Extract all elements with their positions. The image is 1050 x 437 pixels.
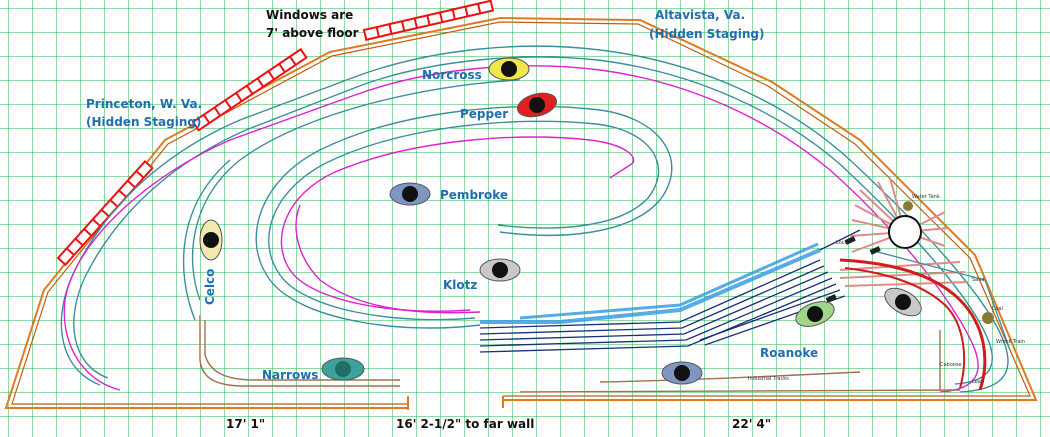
narrows-operator <box>321 357 365 381</box>
operators <box>199 57 922 385</box>
celco-operator <box>199 219 223 261</box>
wreck-train-label: Wreck Train <box>996 339 1025 345</box>
roanoke-right-operator <box>884 287 922 317</box>
pepper-label: Pepper <box>460 107 508 121</box>
pembroke-label: Pembroke <box>440 188 508 202</box>
klotz-label: Klotz <box>443 278 477 292</box>
roanoke-yard-operator <box>795 301 835 327</box>
turntable <box>888 215 922 249</box>
norcross-operator <box>488 57 530 81</box>
engine-terminal <box>825 177 1011 391</box>
industrial-tracks-label: Industrial Tracks <box>748 376 789 382</box>
roanoke-lower-operator <box>661 361 703 385</box>
window-left <box>56 159 154 267</box>
narrows-label: Narrows <box>262 368 318 382</box>
windows-note-line1: Windows are <box>266 8 353 22</box>
windows <box>56 0 495 267</box>
windows-note-line2: 7' above floor <box>266 26 359 40</box>
labels: Windows are 7' above floor Altavista, Va… <box>86 8 1025 431</box>
roanoke-label: Roanoke <box>760 346 818 360</box>
water-tank-label: Water Tank <box>912 194 940 200</box>
window-top <box>362 0 495 41</box>
roanoke-yard <box>479 229 861 353</box>
lead-label: Lead <box>972 379 984 385</box>
norcross-label: Norcross <box>422 68 482 82</box>
pepper-operator <box>516 92 558 118</box>
coal-label: Coal <box>992 306 1003 312</box>
inner-loops <box>182 79 673 329</box>
celco-label: Celco <box>203 269 217 305</box>
water-tank-marker <box>903 201 913 211</box>
dimension-middle: 16' 2-1/2" to far wall <box>396 417 534 431</box>
princeton-label: Princeton, W. Va. <box>86 97 202 111</box>
princeton-sublabel: (Hidden Staging) <box>86 115 201 129</box>
pembroke-operator <box>389 182 431 206</box>
dimension-left: 17' 1" <box>226 417 265 431</box>
altavista-label: Altavista, Va. <box>655 8 745 22</box>
altavista-sublabel: (Hidden Staging) <box>649 27 764 41</box>
room-walls <box>4 16 1038 410</box>
dimension-right: 22' 4" <box>732 417 771 431</box>
coal-marker <box>982 312 994 324</box>
mainline-tracks <box>60 45 1009 393</box>
caboose-label: Caboose <box>940 362 962 368</box>
klotz-operator <box>479 258 521 282</box>
window-upper-left <box>191 47 308 132</box>
sand-label: Sand <box>972 277 985 283</box>
spur-tracks <box>199 315 961 393</box>
loco-label: Loco <box>836 240 848 246</box>
